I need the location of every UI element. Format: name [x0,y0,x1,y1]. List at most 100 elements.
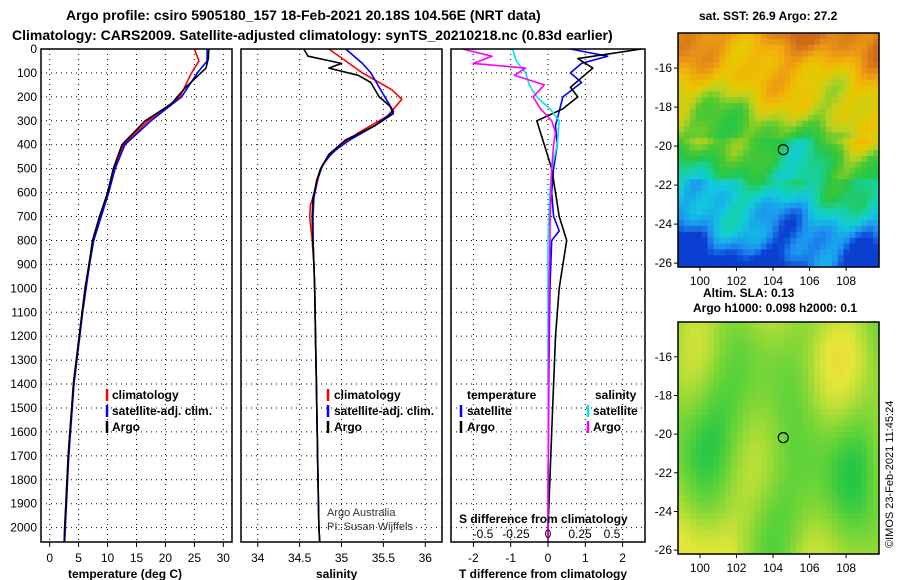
heatmap-cell [808,496,815,503]
heatmap-cell [689,196,697,204]
heatmap-cell [813,214,821,221]
heatmap-cell [796,455,803,462]
heatmap-cell [713,380,720,387]
heatmap-cell [760,397,768,404]
heatmap-cell [725,33,732,40]
heatmap-cell [849,202,856,210]
heatmap-cell [790,438,797,445]
heatmap-cell [731,68,738,75]
heatmap-cell [819,44,827,52]
heatmap-cell [719,351,726,358]
heatmap-cell [719,68,726,75]
heatmap-cell [731,79,738,87]
heatmap-cell [707,449,715,456]
heatmap-cell [825,397,833,404]
heatmap-cell [731,249,738,256]
heatmap-cell [808,50,815,57]
heatmap-cell [737,243,744,251]
heatmap-cell [790,97,797,104]
heatmap-cell [754,208,762,215]
heatmap-cell [873,68,880,75]
heatmap-cell [678,44,685,52]
heatmap-cell [802,507,809,514]
heatmap-cell [748,155,756,163]
heatmap-cell [825,443,833,451]
heatmap-cell [737,261,744,268]
heatmap-cell [825,44,833,52]
lon-tick-label: 106 [800,274,820,288]
heatmap-cell [808,327,815,335]
heatmap-cell [837,426,845,433]
heatmap-cell [701,438,709,445]
heatmap-cell [713,62,720,69]
heatmap-cell [831,426,839,433]
heatmap-cell [849,38,856,46]
heatmap-cell [772,519,780,526]
heatmap-cell [802,484,809,491]
heatmap-cell [707,478,715,485]
heatmap-cell [678,339,685,346]
heatmap-cell [831,397,839,404]
heatmap-cell [831,391,839,398]
heatmap-cell [719,126,726,134]
heatmap-cell [784,73,791,81]
heatmap-cell [831,214,839,221]
heatmap-cell [867,513,874,520]
heatmap-cell [825,409,833,416]
heatmap-cell [790,507,797,514]
heatmap-cell [689,150,697,157]
heatmap-cell [678,85,685,93]
heatmap-cell [813,126,821,134]
heatmap-cell [843,120,851,128]
heatmap-cell [731,126,738,134]
heatmap-cell [743,472,750,480]
heatmap-cell [778,455,786,462]
heatmap-cell [861,426,868,433]
heatmap-cell [813,179,821,186]
heatmap-cell [808,432,815,439]
heatmap-cell [849,161,856,169]
heatmap-cell [808,185,815,192]
heatmap-cell [760,103,768,110]
heatmap-cell [861,368,868,375]
heatmap-cell [819,220,827,227]
heatmap-cell [825,333,833,340]
heatmap-cell [772,85,780,93]
heatmap-cell [813,519,821,526]
heatmap-cell [796,173,803,180]
heatmap-cell [701,455,709,462]
heatmap-cell [784,33,791,40]
heatmap-cell [790,385,797,393]
heatmap-cell [796,44,803,52]
heatmap-cell [813,333,821,340]
heatmap-cell [825,243,833,251]
heatmap-cell [855,333,862,340]
heatmap-cell [695,109,703,116]
heatmap-cell [819,167,827,174]
heatmap-cell [778,56,786,63]
heatmap-cell [819,374,827,381]
heatmap-cell [796,345,803,352]
heatmap-cell [695,33,703,40]
heatmap-cell [766,202,774,210]
heatmap-cell [831,461,839,468]
heatmap-cell [766,68,774,75]
heatmap-cell [861,461,868,468]
heatmap-cell [808,339,815,346]
heatmap-cell [873,345,880,352]
heatmap-cell [825,432,833,439]
heatmap-cell [760,490,768,497]
heatmap-cell [802,322,809,329]
heatmap-cell [737,50,744,57]
heatmap-cell [802,443,809,451]
heatmap-cell [802,525,809,532]
heatmap-cell [683,472,691,480]
heatmap-cell [808,261,815,268]
heatmap-cell [861,85,868,93]
heatmap-cell [873,374,880,381]
lon-tick-label: 108 [836,274,856,288]
heatmap-cell [748,243,756,251]
heatmap-cell [843,231,851,239]
heatmap-cell [678,333,685,340]
heatmap-cell [689,179,697,186]
